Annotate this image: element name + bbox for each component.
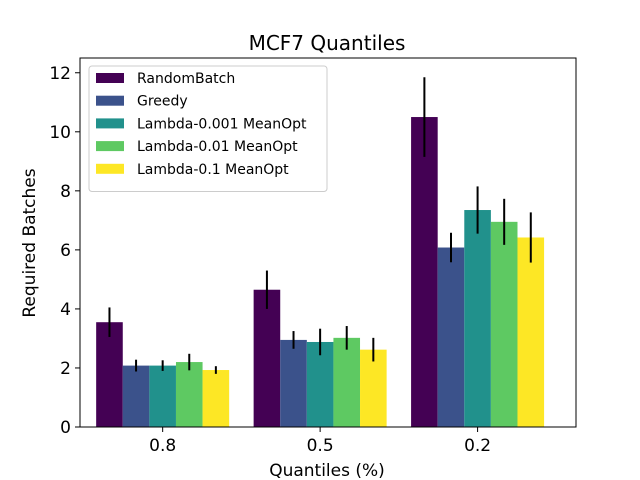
- legend-swatch: [96, 95, 124, 106]
- chart-title: MCF7 Quantiles: [249, 31, 406, 55]
- bar: [464, 210, 491, 427]
- bar: [517, 237, 545, 427]
- bar: [360, 349, 387, 427]
- bar: [280, 339, 307, 427]
- bar: [202, 370, 230, 427]
- legend-label: Lambda-0.1 MeanOpt: [137, 162, 289, 178]
- bar: [96, 322, 123, 427]
- plot-area: 0 2 4 6 8 10 12 0.8 0.5 0.2: [49, 57, 577, 456]
- legend-swatch: [96, 73, 124, 83]
- bar: [437, 247, 465, 427]
- x-axis-label: Quantiles (%): [269, 461, 385, 480]
- x-tick-label: 0.8: [149, 436, 176, 456]
- legend-label: Greedy: [137, 94, 188, 110]
- bar: [175, 362, 203, 427]
- bar: [253, 289, 281, 427]
- bar: [333, 337, 361, 427]
- legend: RandomBatch Greedy Lambda-0.001 MeanOpt Lam…: [88, 65, 328, 192]
- y-tick-label: 4: [60, 300, 71, 320]
- x-tick-label: 0.2: [464, 436, 491, 456]
- legend-label: Lambda-0.001 MeanOpt: [137, 116, 307, 132]
- legend-label: Lambda-0.01 MeanOpt: [137, 139, 298, 155]
- y-tick-label: 8: [60, 182, 71, 202]
- y-tick-label: 0: [60, 418, 71, 438]
- legend-swatch: [96, 163, 124, 174]
- y-tick-label: 6: [60, 241, 71, 261]
- axes-frame: [79, 57, 577, 428]
- bar: [122, 365, 150, 427]
- legend-swatch: [96, 118, 124, 129]
- y-axis-label: Required Batches: [20, 168, 40, 317]
- bar: [149, 365, 176, 427]
- legend-box: [88, 65, 328, 192]
- x-tick-label: 0.5: [307, 436, 334, 456]
- y-tick-label: 2: [60, 359, 71, 379]
- y-tick-label: 12: [49, 64, 71, 84]
- legend-label: RandomBatch: [137, 71, 235, 87]
- legend-swatch: [96, 141, 124, 152]
- bar: [490, 221, 518, 427]
- y-tick-label: 10: [49, 123, 71, 143]
- bar: [411, 117, 438, 427]
- bar: [306, 341, 334, 427]
